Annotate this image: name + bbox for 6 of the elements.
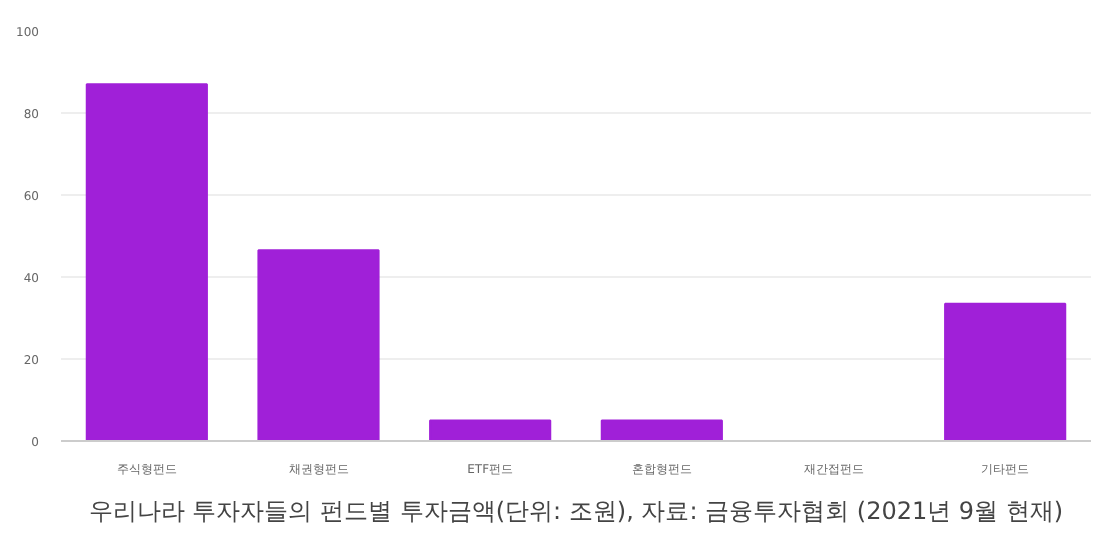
bar [85, 83, 208, 441]
bar [600, 419, 723, 441]
bar [257, 249, 380, 441]
bar [429, 419, 552, 441]
text: 우리나라 투자자들의 펀드별 투자금액(단위: 조원), 자료: 금융투자협회 (2021년 9월 현재) [88, 497, 1064, 525]
bar [944, 302, 1067, 441]
